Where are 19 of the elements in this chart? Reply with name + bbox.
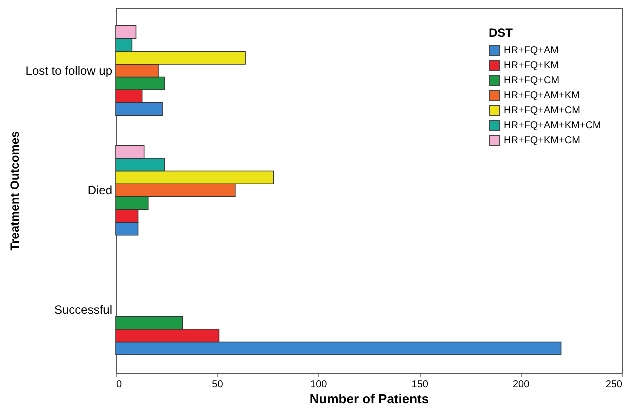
- x-tick-label: 250: [606, 380, 623, 390]
- x-axis-title: Number of Patients: [310, 392, 430, 406]
- legend-label: HR+FQ+CM: [504, 76, 560, 86]
- legend-label: HR+FQ+AM+CM: [504, 106, 580, 116]
- legend-label: HR+FQ+AM: [504, 46, 560, 56]
- legend-label: HR+FQ+KM+CM: [504, 136, 580, 146]
- legend-label: HR+FQ+KM: [504, 60, 560, 72]
- x-tick-label: 150: [412, 380, 429, 390]
- y-tick-label: Died: [88, 184, 112, 198]
- x-tick-label: 50: [212, 380, 224, 390]
- y-tick-label: Successful: [54, 303, 112, 318]
- y-axis-title: Treatment Outcomes: [8, 130, 22, 251]
- x-tick-label: 100: [310, 380, 328, 390]
- legend-title: DST: [489, 26, 514, 40]
- legend-label: HR+FQ+AM+KM+CM: [504, 120, 602, 132]
- x-tick-label: 0: [116, 380, 122, 390]
- legend-label: HR+FQ+AM+KM: [504, 90, 580, 102]
- x-tick-label: 200: [512, 380, 530, 390]
- y-tick-label: Lost to follow up: [26, 64, 113, 78]
